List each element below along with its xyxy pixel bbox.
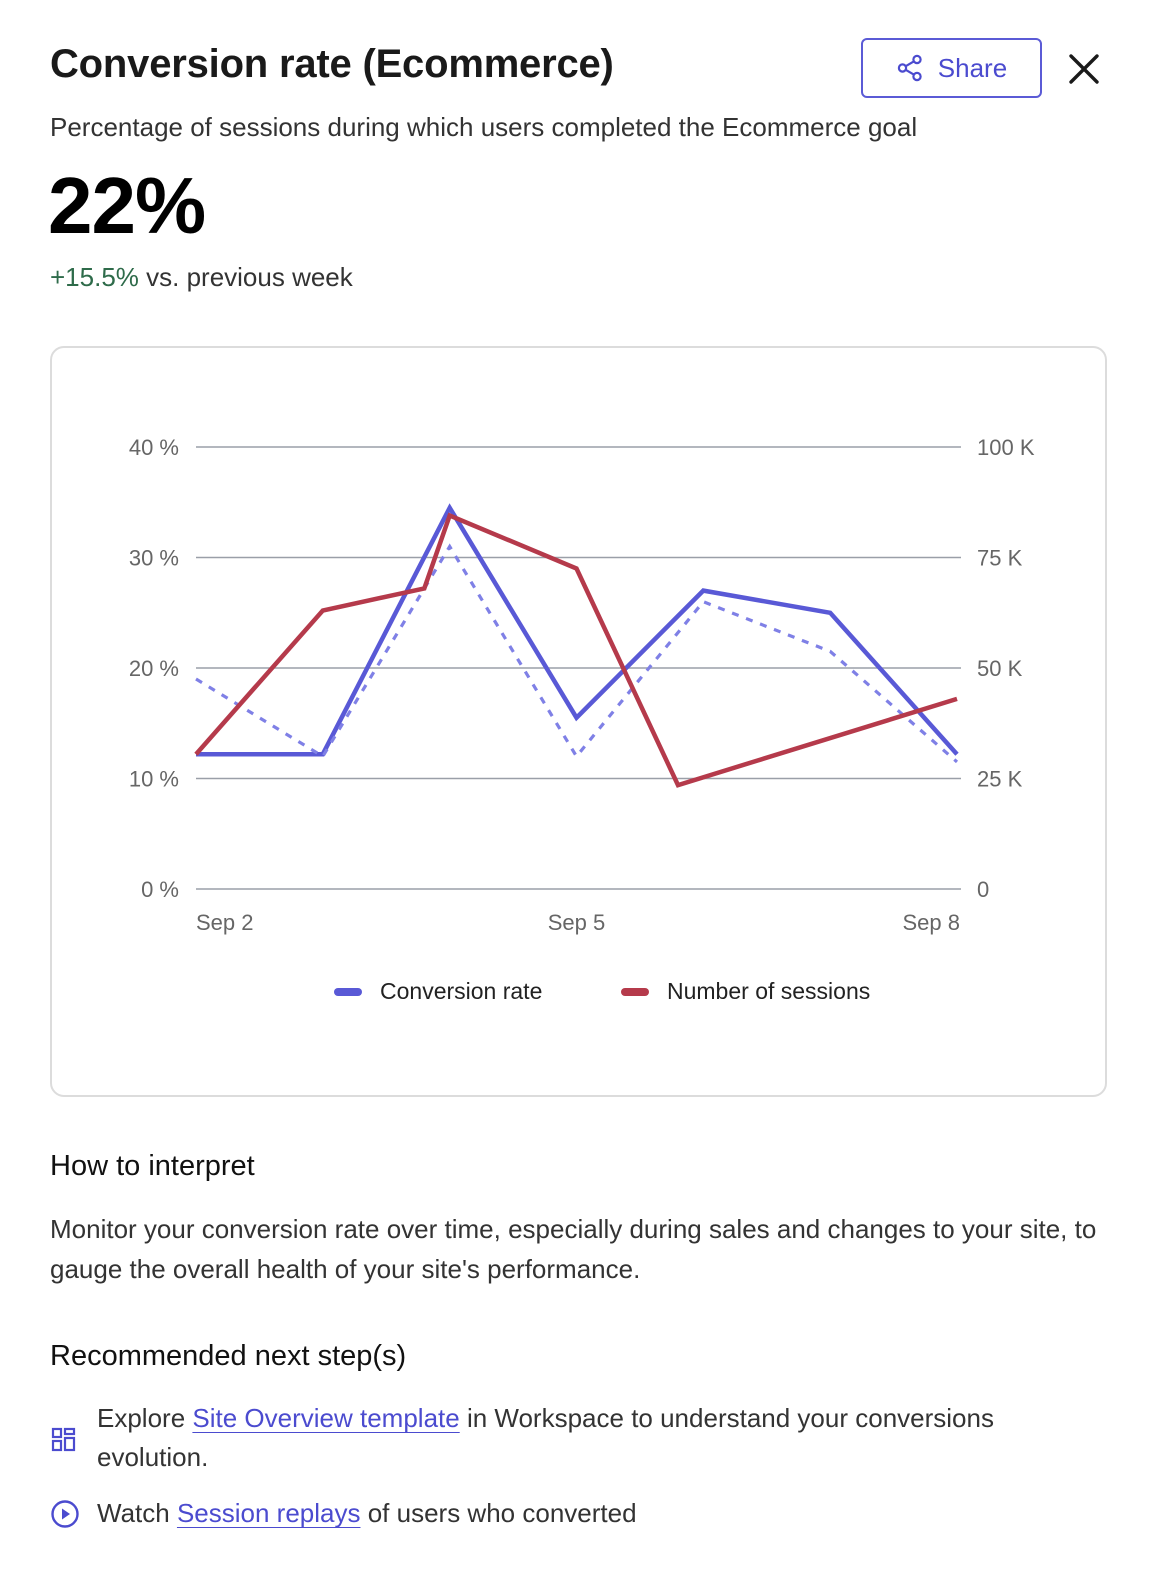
share-icon	[897, 54, 922, 82]
legend-swatch-conversion-rate	[334, 987, 362, 996]
legend-swatch-number-of-sessions	[621, 987, 649, 996]
y-right-tick-label: 100 K	[977, 435, 1035, 460]
next-step-suffix: in Workspace to understand your conversi…	[97, 1403, 994, 1472]
next-steps-heading: Recommended next step(s)	[50, 1340, 407, 1372]
chart-card	[50, 346, 1107, 1097]
next-step-item: Explore Site Overview template in Worksp…	[50, 1399, 1110, 1477]
next-step-text: Explore Site Overview template in Worksp…	[97, 1399, 1110, 1477]
series-line-conversion-rate-previous-week	[195, 543, 959, 764]
chart-legend: Conversion rate Number of sessions	[0, 978, 1170, 1010]
share-button[interactable]: Share	[861, 38, 1042, 98]
x-tick-label: Sep 5	[548, 910, 606, 935]
metric-value: 22%	[48, 161, 206, 250]
legend-item-conversion-rate: Conversion rate	[334, 978, 542, 1005]
y-left-tick-label: 30 %	[129, 546, 179, 571]
next-step-prefix: Explore	[97, 1403, 193, 1433]
play-circle-icon	[50, 1494, 80, 1534]
y-left-tick-label: 0 %	[141, 877, 179, 902]
close-button[interactable]	[1063, 48, 1105, 90]
y-right-tick-label: 25 K	[977, 767, 1023, 792]
share-button-label: Share	[937, 52, 1008, 83]
close-icon	[1069, 54, 1099, 84]
session-replays-link[interactable]: Session replays	[176, 1498, 361, 1528]
conversion-chart: 0 % 0 10 % 25 K 20 % 50 K 30 % 75 K 40 % 100 K Sep…	[129, 435, 1035, 935]
y-right-tick-label: 75 K	[977, 546, 1023, 571]
next-step-prefix: Watch	[97, 1498, 177, 1528]
y-left-tick-label: 10 %	[129, 767, 179, 792]
page-title: Conversion rate (Ecommerce)	[50, 42, 614, 86]
metric-description: Percentage of sessions during which user…	[50, 112, 918, 142]
metric-change: +15.5% vs. previous week	[50, 262, 353, 293]
legend-item-number-of-sessions: Number of sessions	[621, 978, 870, 1005]
series-line-number-of-sessions	[194, 512, 958, 788]
y-right-tick-label: 50 K	[977, 656, 1023, 681]
legend-label-conversion-rate: Conversion rate	[380, 978, 543, 1004]
change-suffix: vs. previous week	[138, 262, 353, 292]
next-step-suffix: of users who converted	[360, 1498, 637, 1528]
layout-template-icon	[50, 1399, 80, 1459]
interpret-text: Monitor your conversion rate over time, …	[50, 1214, 1097, 1284]
x-tick-label: Sep 2	[196, 910, 254, 935]
x-tick-label: Sep 8	[903, 910, 961, 935]
change-value: +15.5%	[50, 262, 139, 292]
legend-label-number-of-sessions: Number of sessions	[667, 978, 871, 1004]
next-step-item: Watch Session replays of users who conve…	[50, 1494, 1110, 1534]
interpret-heading: How to interpret	[50, 1150, 255, 1182]
series-line-conversion-rate	[196, 503, 959, 757]
y-right-tick-label: 0	[977, 877, 989, 902]
next-step-text: Watch Session replays of users who conve…	[97, 1494, 637, 1533]
site-overview-template-link[interactable]: Site Overview template	[192, 1403, 460, 1433]
y-left-tick-label: 20 %	[129, 656, 179, 681]
y-left-tick-label: 40 %	[129, 435, 179, 460]
